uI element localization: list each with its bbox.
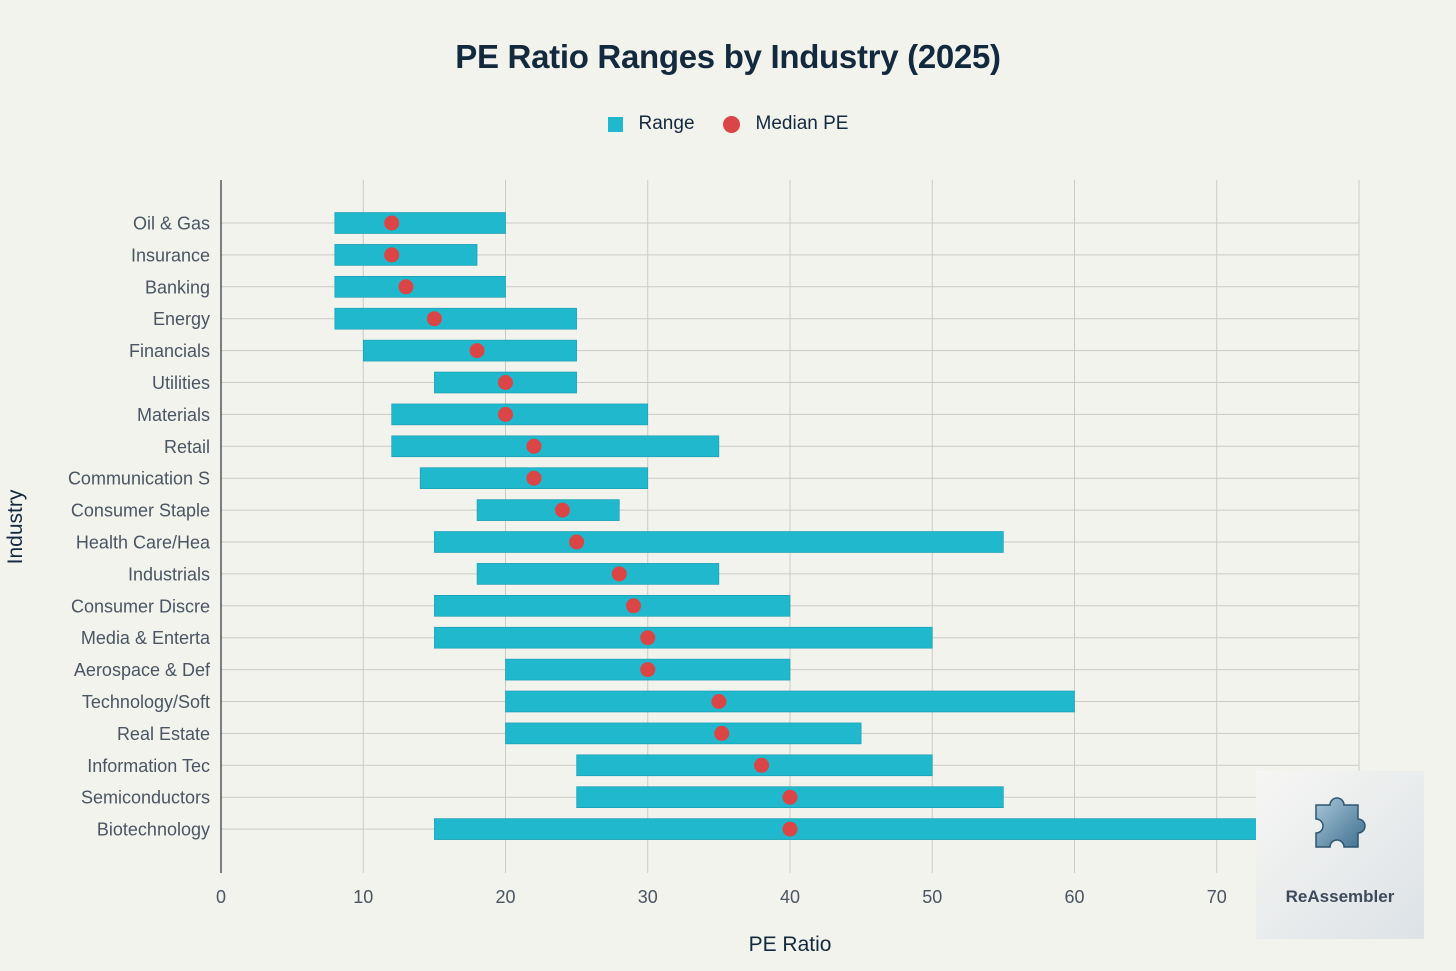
median-dot — [426, 311, 442, 327]
watermark-logo: ReAssembler — [1256, 771, 1424, 939]
y-tick-label: Consumer Discre — [71, 596, 210, 616]
median-dot — [711, 694, 727, 709]
range-bar — [334, 212, 506, 234]
x-tick-label: 0 — [216, 887, 226, 907]
median-dot — [498, 406, 513, 422]
range-bar — [434, 594, 791, 617]
median-dot — [469, 343, 485, 359]
y-tick-label: Communication S — [68, 469, 210, 489]
y-tick-label: Media & Enterta — [81, 628, 211, 648]
median-dot — [526, 470, 542, 486]
y-tick-label: Banking — [145, 277, 210, 297]
y-tick-label: Industrials — [128, 564, 210, 584]
range-bar — [434, 818, 1360, 840]
y-tick-label: Information Tec — [87, 756, 210, 776]
x-tick-label: 40 — [780, 887, 800, 907]
median-dot — [611, 566, 627, 582]
puzzle-piece-icon — [1315, 797, 1366, 848]
legend: Range Median PE — [0, 113, 1456, 135]
x-tick-label: 50 — [922, 887, 942, 907]
median-dot — [782, 789, 798, 805]
median-dot — [384, 247, 400, 263]
median-dot — [398, 279, 414, 295]
median-dot — [384, 215, 400, 231]
range-bar — [334, 244, 478, 266]
y-tick-label: Insurance — [131, 245, 210, 265]
median-dot — [569, 534, 585, 550]
legend-swatch-range — [607, 116, 623, 132]
y-tick-label: Retail — [164, 437, 210, 457]
median-dot — [626, 598, 642, 614]
dot-layer — [384, 215, 798, 837]
legend-item-range[interactable]: Range — [607, 113, 695, 135]
range-bar — [476, 499, 620, 521]
median-dot — [554, 502, 570, 518]
range-bar — [391, 403, 649, 426]
range-bar — [334, 307, 577, 330]
x-axis-title: PE Ratio — [748, 933, 832, 956]
median-dot — [714, 725, 730, 741]
chart-title: PE Ratio Ranges by Industry (2025) — [455, 38, 1001, 75]
x-tick-label: 30 — [638, 887, 658, 907]
x-tick-label: 70 — [1207, 887, 1227, 907]
range-bar — [391, 435, 720, 458]
y-tick-label: Health Care/Hea — [76, 533, 211, 553]
x-tick-label: 20 — [495, 887, 515, 907]
y-tick-label: Consumer Staple — [71, 501, 210, 521]
y-tick-label: Materials — [137, 405, 210, 425]
median-dot — [754, 757, 770, 773]
range-bar — [476, 563, 720, 585]
y-tick-label: Financials — [129, 341, 210, 361]
y-tick-label: Biotechnology — [97, 820, 210, 840]
median-dot — [782, 821, 798, 837]
y-axis-title: Industry — [4, 489, 27, 565]
x-tick-label: 60 — [1064, 887, 1084, 907]
range-bar — [505, 722, 862, 745]
median-dot — [640, 630, 656, 646]
median-dot — [640, 662, 656, 678]
watermark-text: ReAssembler — [1285, 887, 1395, 906]
range-bar — [505, 690, 1075, 713]
median-dot — [526, 438, 542, 454]
y-tick-label: Real Estate — [117, 724, 210, 744]
range-bar — [434, 626, 933, 649]
y-tick-label: Utilities — [152, 373, 210, 393]
legend-dot-median — [722, 115, 740, 133]
x-tick-label: 10 — [353, 887, 373, 907]
y-tick-label: Technology/Soft — [82, 692, 210, 712]
y-tick-label: Energy — [153, 309, 210, 329]
range-bar — [434, 531, 1004, 553]
legend-label-range: Range — [638, 113, 695, 134]
range-bar — [334, 275, 506, 298]
legend-item-median[interactable]: Median PE — [722, 113, 849, 135]
y-tick-label: Semiconductors — [81, 788, 210, 808]
bar-layer — [334, 212, 1360, 840]
axis-layer: 01020304050607080Oil & GasInsuranceBanki… — [68, 180, 1369, 907]
y-tick-label: Aerospace & Def — [74, 660, 211, 680]
y-tick-label: Oil & Gas — [133, 214, 210, 234]
legend-label-median: Median PE — [755, 113, 849, 134]
median-dot — [498, 375, 513, 390]
